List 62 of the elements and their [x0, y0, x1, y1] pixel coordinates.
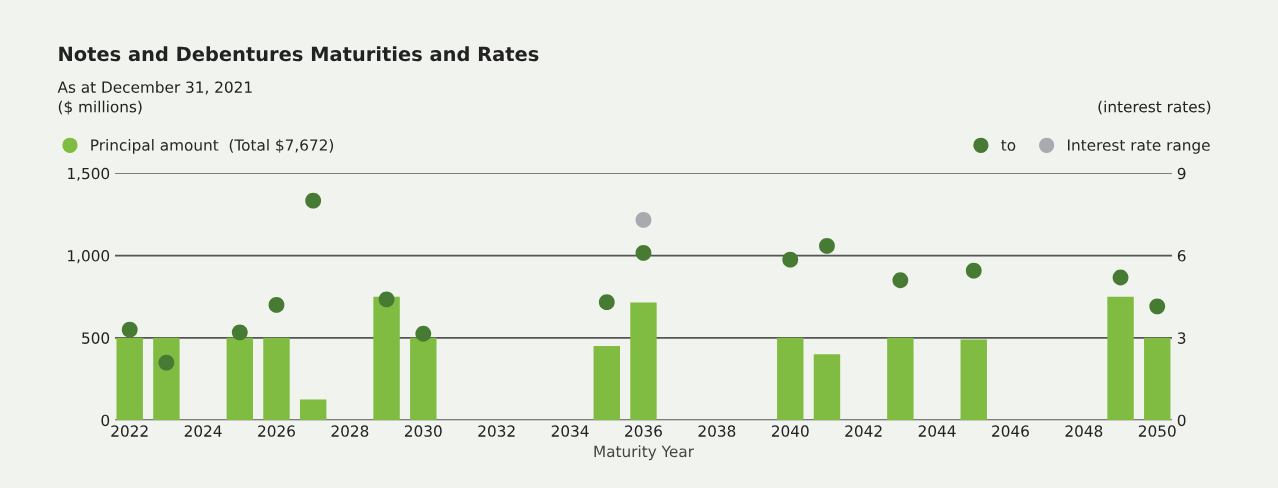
x-tick-label: 2040 [771, 425, 809, 437]
point [635, 211, 652, 228]
x-tick-label: 2026 [258, 425, 295, 437]
point [1112, 269, 1129, 286]
point [268, 297, 285, 313]
point [892, 272, 909, 289]
point [415, 325, 432, 342]
bar [960, 339, 987, 421]
x-tick-label: 2034 [551, 425, 589, 437]
bar [593, 346, 620, 421]
x-tick-label: 2036 [625, 425, 662, 437]
bar [630, 302, 657, 421]
bar [410, 337, 437, 421]
bar [263, 337, 290, 421]
bar [116, 337, 143, 421]
y2-tick-label: 6 [1177, 250, 1186, 262]
chart-title: Notes and Debentures Maturities and Rates [59, 46, 539, 62]
x-tick-label: 2022 [111, 425, 148, 437]
bar [153, 337, 180, 421]
point [819, 238, 835, 254]
bar [299, 399, 327, 421]
y2-tick-label: 0 [1177, 414, 1186, 427]
y-axis-title: ($ millions) [58, 100, 142, 115]
x-tick-label: 2046 [992, 425, 1029, 437]
point [231, 324, 248, 341]
point [965, 262, 982, 279]
bar [777, 337, 804, 421]
x-tick-label: 2032 [478, 425, 515, 437]
y-tick-label: 500 [82, 332, 110, 344]
point [598, 294, 615, 311]
x-tick-label: 2030 [404, 425, 442, 437]
x-tick-label: 2044 [918, 425, 956, 437]
point [378, 291, 395, 308]
x-tick-label: 2050 [1138, 425, 1176, 437]
y2-tick-label: 3 [1177, 332, 1186, 344]
x-tick-label: 2042 [845, 425, 882, 437]
point [305, 192, 322, 209]
legend-label: Interest rate range [1068, 139, 1210, 154]
y-tick-label: 1,500 [68, 167, 110, 181]
point [158, 354, 175, 371]
bar [1144, 337, 1171, 421]
point [782, 251, 799, 268]
legend-label: to [1001, 139, 1016, 151]
x-tick-label: 2024 [184, 425, 222, 437]
y-tick-label: 0 [101, 414, 110, 427]
x-tick-label: 2028 [331, 425, 369, 437]
bar [373, 296, 400, 421]
y2-axis-title: (interest rates) [1098, 100, 1211, 115]
bar [1107, 296, 1134, 421]
bar [887, 337, 914, 421]
y2-tick-label: 9 [1177, 167, 1186, 180]
bar [813, 354, 841, 421]
point [1149, 298, 1166, 315]
x-axis-title: Maturity Year [594, 445, 694, 461]
x-tick-label: 2038 [698, 425, 736, 437]
y-tick-label: 1,000 [68, 250, 110, 264]
bar [226, 337, 253, 421]
point [121, 321, 138, 338]
x-tick-label: 2048 [1065, 425, 1103, 437]
point [635, 244, 652, 261]
chart-subtitle: As at December 31, 2021 [57, 81, 252, 95]
legend-label: Principal amount (Total $7,672) [91, 139, 334, 154]
